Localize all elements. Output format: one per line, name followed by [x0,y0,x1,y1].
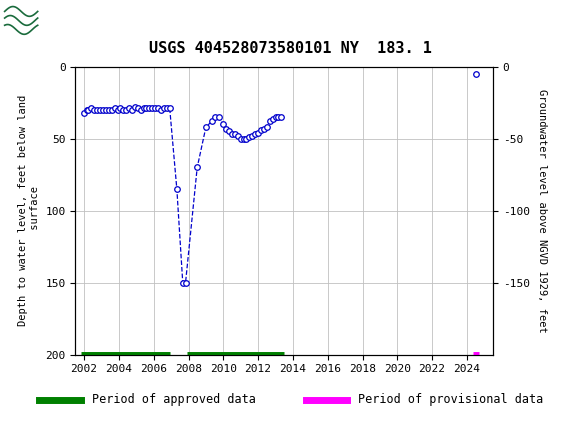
Point [256,126,266,133]
Point [178,280,187,286]
Point [113,107,122,114]
Point [268,115,277,122]
Point [118,107,128,114]
Point [127,107,136,114]
Point [144,105,154,112]
Point [115,105,125,112]
Point [136,107,146,114]
Point [193,164,202,171]
Point [251,131,260,138]
Point [222,125,231,132]
Point [224,128,234,135]
Point [162,105,172,112]
Point [148,105,157,112]
Point [82,107,92,114]
Point [233,132,242,139]
Point [181,280,190,286]
Point [84,107,93,114]
Point [230,131,240,138]
Point [101,107,110,114]
Point [214,114,223,120]
FancyBboxPatch shape [3,3,72,37]
Point [142,105,151,112]
Point [96,107,105,114]
Point [207,118,216,125]
Point [107,107,116,114]
Point [98,107,107,114]
Point [210,114,219,120]
Point [245,134,254,141]
Point [172,186,182,193]
Text: USGS: USGS [44,12,99,29]
Point [236,135,245,142]
Point [124,105,133,112]
Point [253,129,263,136]
Point [265,118,274,125]
Point [133,105,142,112]
Y-axis label: Depth to water level, feet below land
 surface: Depth to water level, feet below land su… [19,95,40,326]
Point [165,105,175,112]
Text: Period of provisional data: Period of provisional data [358,393,543,406]
Point [139,105,148,112]
Y-axis label: Groundwater level above NGVD 1929, feet: Groundwater level above NGVD 1929, feet [536,89,547,332]
Point [154,105,163,112]
Point [130,104,140,111]
Point [262,124,271,131]
Text: Period of approved data: Period of approved data [92,393,256,406]
Point [157,107,166,114]
Point [277,114,286,120]
Point [471,71,480,77]
Point [110,105,119,112]
Text: USGS 404528073580101 NY  183. 1: USGS 404528073580101 NY 183. 1 [148,41,432,56]
Point [242,135,251,142]
Point [274,114,283,120]
Point [159,105,168,112]
Point [89,107,99,114]
Point [79,109,89,116]
Point [104,107,114,114]
Point [248,132,257,139]
Point [259,125,269,132]
Point [87,105,96,112]
Point [93,107,102,114]
Point [122,107,131,114]
Point [219,121,228,128]
Point [271,114,280,120]
Point [227,131,237,138]
Point [239,135,248,142]
Point [150,105,160,112]
Point [201,124,211,131]
